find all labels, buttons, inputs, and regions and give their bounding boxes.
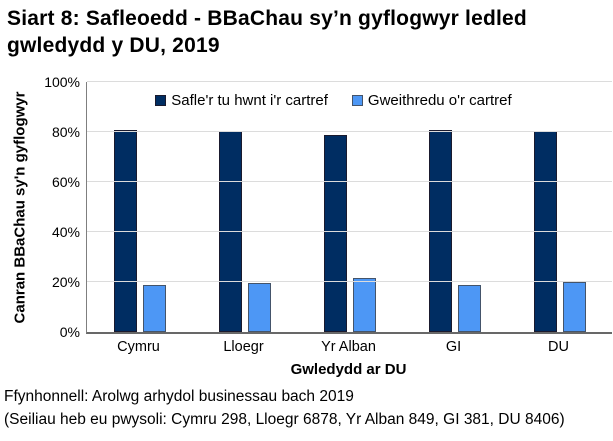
bar-yr-alban-safle-r-tu-hwnt-i-r-cartref: [323, 134, 347, 332]
footer-notes: Ffynhonnell: Arolwg arhydol businessau b…: [4, 385, 565, 431]
x-axis-ticks: Cymru Lloegr Yr Alban GI DU: [86, 339, 611, 355]
gridline-20: [87, 281, 612, 282]
gridline-40: [87, 231, 612, 232]
bar-yr-alban-gweithredu-o-r-cartref: [352, 278, 376, 332]
y-tick-label-0: 0%: [59, 324, 80, 340]
y-tick-label-80: 80%: [51, 124, 80, 140]
bar-group-cymru: [87, 82, 192, 332]
y-tick-label-20: 20%: [51, 274, 80, 290]
y-axis-ticks: 0% 20% 40% 60% 80% 100%: [0, 74, 80, 340]
legend-swatch-icon: [155, 95, 167, 106]
gridline-60: [87, 181, 612, 182]
plot-area: Safle'r tu hwnt i'r cartref Gweithredu o'…: [86, 81, 612, 334]
bar-cymru-gweithredu-o-r-cartref: [142, 284, 166, 332]
legend-item-gweithredu-o-r-cartref: Gweithredu o'r cartref: [351, 92, 512, 109]
bar-du-gweithredu-o-r-cartref: [562, 282, 586, 332]
chart-title: Siart 8: Safleoedd - BBaChau sy’n gyflog…: [7, 7, 527, 57]
bar-group-lloegr: [192, 82, 297, 332]
gridline-100: [87, 81, 612, 82]
x-axis-title: Gwledydd ar DU: [290, 361, 407, 378]
bar-group-gi: [402, 82, 507, 332]
legend: Safle'r tu hwnt i'r cartref Gweithredu o'…: [71, 92, 596, 109]
x-tick-label-du: DU: [548, 339, 569, 355]
bases-note: (Seiliau heb eu pwysoli: Cymru 298, Lloe…: [4, 411, 565, 428]
bar-group-du: [507, 82, 612, 332]
legend-swatch-icon: [351, 95, 363, 106]
y-tick-label-60: 60%: [51, 174, 80, 190]
legend-label: Gweithredu o'r cartref: [367, 92, 512, 109]
legend-item-safle-r-tu-hwnt-i-r-cartref: Safle'r tu hwnt i'r cartref: [155, 92, 328, 109]
x-tick-label-cymru: Cymru: [117, 339, 160, 355]
source-note: Ffynhonnell: Arolwg arhydol businessau b…: [4, 388, 354, 405]
bars-container: [87, 82, 612, 332]
bar-lloegr-gweithredu-o-r-cartref: [247, 283, 271, 332]
gridline-80: [87, 131, 612, 132]
x-tick-label-lloegr: Lloegr: [223, 339, 264, 355]
y-tick-label-100: 100%: [44, 74, 80, 90]
x-tick-label-yr-alban: Yr Alban: [321, 339, 376, 355]
bar-group-yr-alban: [297, 82, 402, 332]
bar-gi-gweithredu-o-r-cartref: [457, 284, 481, 332]
x-tick-label-gi: GI: [445, 339, 462, 355]
legend-label: Safle'r tu hwnt i'r cartref: [171, 92, 328, 109]
y-tick-label-40: 40%: [51, 224, 80, 240]
